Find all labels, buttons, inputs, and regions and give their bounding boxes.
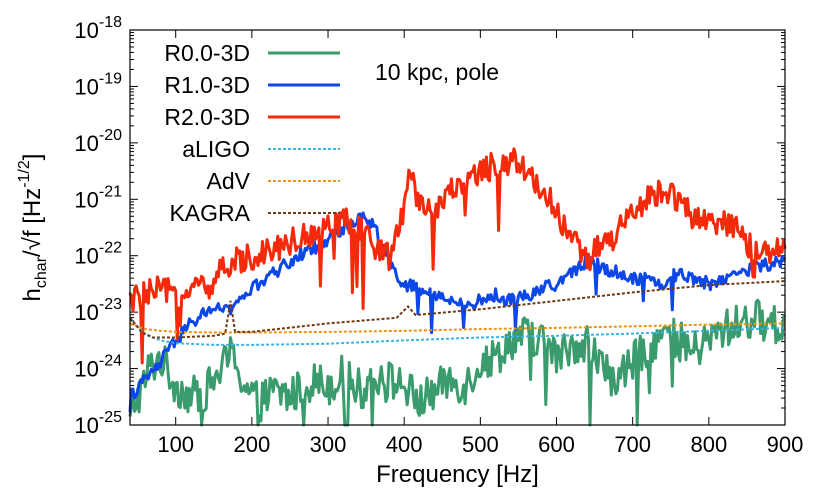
y-tick-label: 10-21 bbox=[74, 183, 122, 212]
x-tick-label: 100 bbox=[157, 432, 194, 457]
y-tick-label: 10-19 bbox=[74, 70, 122, 99]
legend-label: R1.0-3D bbox=[164, 72, 250, 98]
x-tick-label: 900 bbox=[767, 432, 804, 457]
series-line-aligo bbox=[129, 317, 786, 346]
legend-label: R2.0-3D bbox=[164, 104, 250, 130]
legend-label: AdV bbox=[207, 168, 251, 194]
x-tick-label: 800 bbox=[690, 432, 727, 457]
series-line-r0-0-3d bbox=[128, 298, 787, 427]
x-tick-label: 700 bbox=[614, 432, 651, 457]
legend: R0.0-3D R1.0-3D R2.0-3D aLIGO AdV KAGRA bbox=[164, 40, 340, 226]
x-axis-label: Frequency [Hz] bbox=[376, 461, 539, 488]
x-tick-label: 400 bbox=[386, 432, 423, 457]
y-tick-label: 10-25 bbox=[74, 409, 122, 438]
y-tick-label: 10-22 bbox=[74, 240, 122, 269]
x-tick-label: 500 bbox=[462, 432, 499, 457]
y-tick-label: 10-24 bbox=[74, 353, 122, 382]
y-axis-label: hchar/√f [Hz-1/2] bbox=[16, 154, 50, 302]
series-line-r1-0-3d bbox=[128, 211, 787, 413]
series-line-kagra bbox=[129, 280, 786, 339]
y-tick-label: 10-23 bbox=[74, 296, 122, 325]
series-line-r2-0-3d bbox=[128, 147, 787, 365]
x-tick-label: 200 bbox=[234, 432, 271, 457]
legend-label: aLIGO bbox=[182, 136, 250, 162]
legend-label: R0.0-3D bbox=[164, 40, 250, 66]
series-lines bbox=[128, 147, 787, 427]
legend-label: KAGRA bbox=[169, 200, 250, 226]
plot-frame bbox=[129, 29, 786, 426]
x-tick-labels: 100 200 300 400 500 600 700 800 900 bbox=[157, 432, 803, 457]
y-tick-labels: 10-25 10-24 10-23 10-22 10-21 10-20 10-19 10-18 bbox=[74, 14, 122, 438]
y-tick-label: 10-18 bbox=[74, 14, 122, 43]
series-line-adv bbox=[129, 322, 786, 334]
annotation-text: 10 kpc, pole bbox=[375, 59, 499, 85]
x-tick-label: 300 bbox=[310, 432, 347, 457]
y-tick-label: 10-20 bbox=[74, 127, 122, 156]
x-tick-label: 600 bbox=[538, 432, 575, 457]
